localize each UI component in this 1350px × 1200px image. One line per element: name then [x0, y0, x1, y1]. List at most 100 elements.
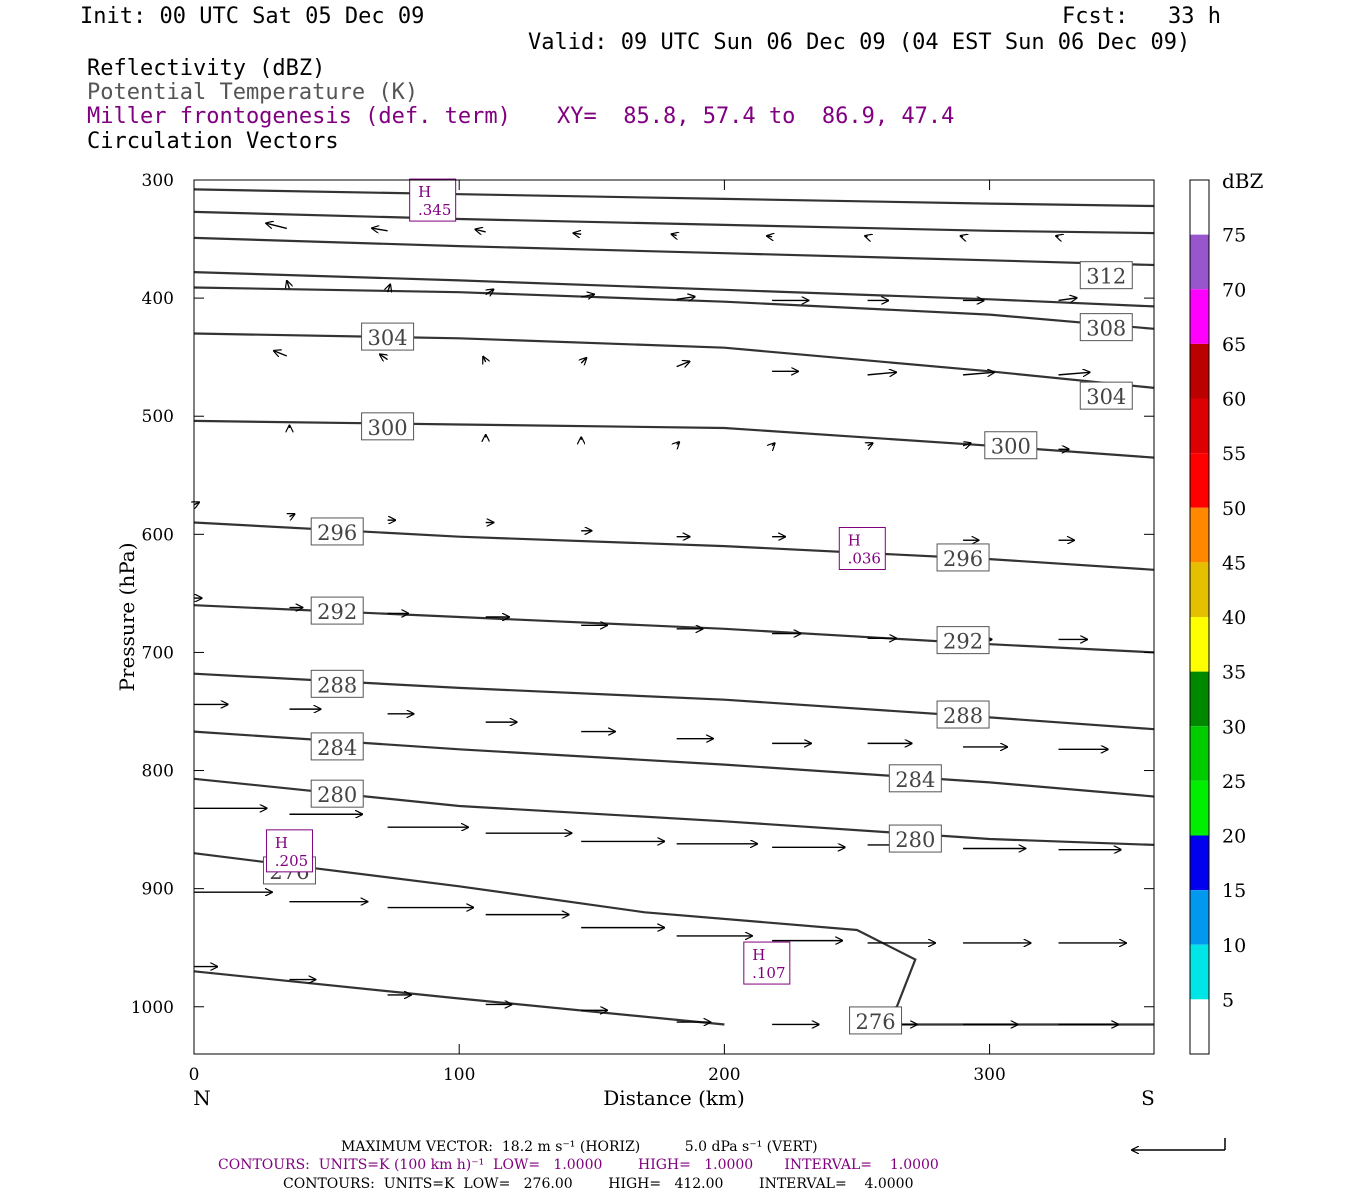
theta-contour-info: CONTOURS: UNITS=K LOW= 276.00 HIGH= 412.… — [283, 1176, 914, 1192]
colorbar-segment — [1190, 780, 1209, 836]
colorbar-segment — [1190, 944, 1209, 1000]
y-axis-label: Pressure (hPa) — [115, 543, 139, 692]
circulation-vector — [1058, 298, 1077, 301]
theta-label-box — [361, 412, 415, 441]
theta-label-box — [310, 596, 364, 625]
x-axis-label: Distance (km) — [603, 1086, 745, 1110]
colorbar-tick-label: 50 — [1222, 498, 1246, 520]
colorbar-tick-label: 65 — [1222, 334, 1246, 356]
theta-label-box — [1079, 313, 1133, 342]
x-tick-label: 300 — [973, 1065, 1005, 1085]
theta-contour-280 — [193, 777, 1155, 846]
theta-label: 292 — [943, 630, 983, 654]
maximum-value: .345 — [418, 201, 451, 219]
field-theta: Potential Temperature (K) — [87, 80, 419, 105]
theta-contour-296 — [193, 521, 1155, 571]
theta-contour-unlabeled — [193, 970, 725, 1026]
theta-label: 304 — [368, 326, 408, 350]
circulation-vector — [581, 358, 586, 363]
theta-label: 280 — [895, 828, 935, 852]
frontogenesis-contour-info: CONTOURS: UNITS=K (100 km h)⁻¹ LOW= 1.00… — [218, 1157, 939, 1173]
circulation-vector — [274, 351, 288, 356]
colorbar-segment — [1190, 343, 1209, 399]
theta-contour-312 — [193, 271, 1155, 308]
colorbar-tick-label: 15 — [1222, 880, 1246, 902]
circulation-vector — [865, 236, 868, 237]
circulation-vector — [767, 236, 772, 237]
colorbar-segment — [1190, 890, 1209, 945]
theta-contour-276 — [193, 852, 1154, 1026]
theta-label-box — [361, 322, 415, 351]
colorbar-tick-label: 20 — [1222, 826, 1246, 848]
colorbar-segment — [1190, 234, 1209, 290]
valid-time: Valid: 09 UTC Sun 06 Dec 09 (04 EST Sun … — [528, 30, 1191, 55]
circulation-vector — [266, 223, 287, 230]
colorbar-tick-label: 60 — [1222, 389, 1246, 411]
colorbar-tick-label: 25 — [1222, 771, 1246, 793]
circulation-vector — [581, 294, 594, 297]
max-vector-info: MAXIMUM VECTOR: 18.2 m s⁻¹ (HORIZ) 5.0 d… — [341, 1139, 818, 1155]
colorbar-segment — [1190, 507, 1209, 563]
colorbar-segment — [1190, 726, 1209, 781]
colorbar-unit: dBZ — [1222, 169, 1264, 193]
circulation-vector — [475, 229, 486, 232]
reference-vector — [1132, 1138, 1226, 1150]
theta-label: 288 — [317, 673, 357, 697]
maximum-value: .036 — [848, 549, 881, 567]
theta-label-box — [936, 700, 990, 729]
theta-label: 284 — [317, 736, 357, 760]
theta-label-box — [310, 732, 364, 761]
maximum-value: .205 — [275, 852, 308, 870]
colorbar-tick-label: 5 — [1222, 989, 1234, 1011]
colorbar-segment — [1190, 453, 1209, 508]
colorbar-segment — [1190, 999, 1209, 1054]
colorbar-tick-label: 10 — [1222, 935, 1246, 957]
field-reflectivity: Reflectivity (dBZ) — [87, 56, 326, 81]
theta-label: 304 — [1086, 385, 1126, 409]
y-tick-label: 400 — [142, 289, 174, 309]
theta-label-box — [310, 779, 364, 808]
y-tick-label: 300 — [142, 171, 174, 191]
colorbar: 5 10 15 20 25 30 35 40 45 50 55 60 65 70 75 — [1189, 179, 1246, 1055]
circulation-vector — [289, 514, 294, 517]
colorbar-segment — [1190, 671, 1209, 727]
x-tick-label: 100 — [443, 1065, 475, 1085]
circulation-vector — [483, 357, 486, 362]
colorbar-tick-label: 70 — [1222, 279, 1246, 301]
colorbar-tick-label: 40 — [1222, 607, 1246, 629]
colorbar-tick-label: 45 — [1222, 552, 1246, 574]
y-tick-label: 1000 — [131, 998, 174, 1018]
colorbar-tick-label: 30 — [1222, 716, 1246, 738]
colorbar-tick-label: 55 — [1222, 443, 1246, 465]
theta-label-box — [310, 517, 364, 546]
theta-label: 280 — [317, 783, 357, 807]
maximum-box — [838, 526, 886, 570]
field-frontogenesis: Miller frontogenesis (def. term) — [87, 104, 511, 129]
theta-contour-288 — [193, 672, 1155, 731]
south-end-label: S — [1141, 1086, 1155, 1110]
theta-contour-284 — [193, 730, 1155, 798]
colorbar-segment — [1190, 835, 1209, 891]
x-tick-label: 0 — [189, 1065, 200, 1085]
plot-frame — [193, 179, 1155, 1055]
circulation-vector — [573, 233, 582, 234]
theta-label: 300 — [368, 416, 408, 440]
circulation-vectors — [194, 223, 1126, 1024]
theta-label: 296 — [943, 547, 983, 571]
y-tick-label: 800 — [142, 762, 174, 782]
y-tick-label: 900 — [142, 880, 174, 900]
theta-label: 300 — [991, 435, 1031, 459]
circulation-vector — [486, 289, 494, 294]
colorbar-tick-label: 75 — [1222, 225, 1246, 247]
circulation-vector — [868, 443, 873, 446]
circulation-vector — [963, 443, 971, 446]
circulation-vector — [772, 443, 775, 446]
axes: 0 100 200 300 300 400 500 600 700 800 900 1000 — [131, 171, 1154, 1085]
init-time: Init: 00 UTC Sat 05 Dec 09 — [80, 4, 425, 29]
theta-label: 284 — [895, 768, 935, 792]
theta-contour-labels: 312 308 304 304 300 300 296 296 292 292 288 288 284 2… — [262, 261, 1133, 1035]
circulation-vector — [963, 372, 994, 375]
maximum-box — [265, 829, 313, 873]
maximum-marker: H — [848, 531, 861, 549]
